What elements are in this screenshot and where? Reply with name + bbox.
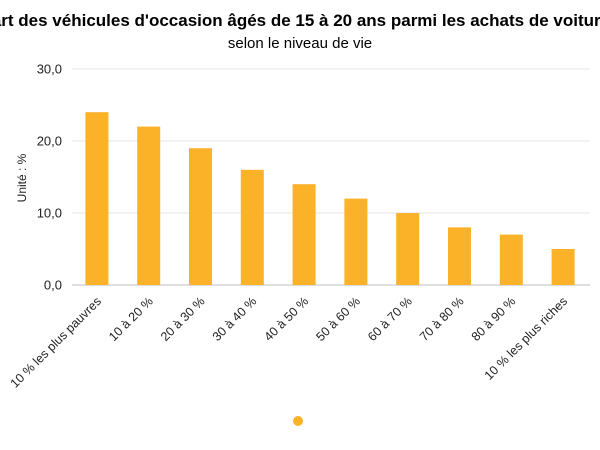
y-tick-label: 0,0 (44, 278, 62, 293)
bar (344, 198, 368, 285)
bar (499, 234, 523, 285)
legend (293, 416, 303, 426)
legend-marker (293, 416, 303, 426)
x-tick-label: 80 à 90 % (469, 294, 519, 344)
y-tick-label: 30,0 (37, 62, 62, 77)
x-tick-label: 10 à 20 % (106, 294, 156, 344)
bars (85, 112, 575, 285)
bar (292, 184, 316, 285)
x-tick-label: 70 à 80 % (417, 294, 467, 344)
y-axis-ticks: 0,0 10,0 20,0 30,0 (37, 62, 62, 293)
chart-subtitle: selon le niveau de vie (228, 35, 372, 52)
x-tick-label: 60 à 70 % (365, 294, 415, 344)
x-tick-label: 10 % les plus pauvres (8, 294, 104, 390)
y-tick-label: 10,0 (37, 206, 62, 221)
x-tick-label: 40 à 50 % (262, 294, 312, 344)
x-tick-label: 20 à 30 % (158, 294, 208, 344)
x-tick-label: 30 à 40 % (210, 294, 260, 344)
y-tick-label: 20,0 (37, 134, 62, 149)
bar (396, 213, 420, 285)
y-axis-label: Unité : % (15, 153, 29, 202)
bar (189, 148, 212, 285)
chart-title: Part des véhicules d'occasion âgés de 15… (0, 11, 600, 30)
bar (551, 249, 575, 285)
bar (448, 227, 471, 285)
bar (137, 126, 161, 285)
bar (240, 169, 264, 285)
bar (85, 112, 109, 285)
x-tick-label: 50 à 60 % (313, 294, 363, 344)
x-axis-ticks: 10 % les plus pauvres 10 à 20 % 20 à 30 % 3… (8, 294, 571, 390)
